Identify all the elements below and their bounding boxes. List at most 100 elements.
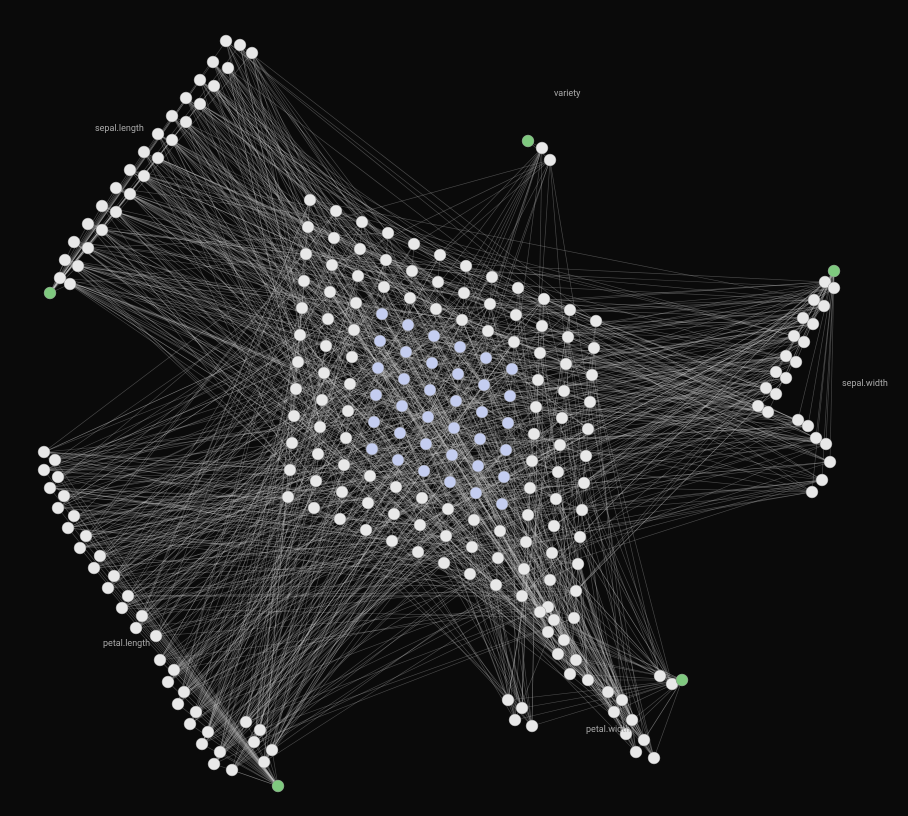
som-node[interactable] — [338, 459, 350, 471]
som-node[interactable] — [364, 470, 376, 482]
sepal_length-value-node[interactable] — [166, 134, 178, 146]
som-node[interactable] — [548, 520, 560, 532]
som-node[interactable] — [570, 585, 582, 597]
som-node[interactable] — [558, 385, 570, 397]
petal_width-value-node[interactable] — [516, 702, 528, 714]
petal_width-value-node[interactable] — [564, 668, 576, 680]
petal_length-value-node[interactable] — [202, 726, 214, 738]
som-node[interactable] — [574, 531, 586, 543]
sepal_width-value-node[interactable] — [818, 300, 830, 312]
sepal_length-value-node[interactable] — [246, 47, 258, 59]
som-node[interactable] — [322, 313, 334, 325]
som-node[interactable] — [340, 432, 352, 444]
som-node[interactable] — [342, 405, 354, 417]
petal_length-value-node[interactable] — [266, 744, 278, 756]
som-node[interactable] — [466, 541, 478, 553]
som-node[interactable] — [376, 308, 388, 320]
petal_length-value-node[interactable] — [258, 756, 270, 768]
petal_width-value-node[interactable] — [542, 626, 554, 638]
som-node[interactable] — [564, 304, 576, 316]
som-node[interactable] — [478, 379, 490, 391]
petal_width-value-node[interactable] — [608, 706, 620, 718]
sepal_length-value-node[interactable] — [207, 56, 219, 68]
som-node[interactable] — [284, 464, 296, 476]
petal_length-value-node[interactable] — [162, 676, 174, 688]
sepal_length-value-node[interactable] — [68, 236, 80, 248]
petal_length-value-node[interactable] — [248, 736, 260, 748]
petal_length-value-node[interactable] — [208, 758, 220, 770]
sepal_length-value-node[interactable] — [64, 278, 76, 290]
som-node[interactable] — [442, 503, 454, 515]
som-node[interactable] — [328, 232, 340, 244]
sepal_length-value-node[interactable] — [152, 128, 164, 140]
petal_length-value-node[interactable] — [52, 471, 64, 483]
petal_length-value-node[interactable] — [108, 570, 120, 582]
som-node[interactable] — [470, 487, 482, 499]
sepal_length-value-node[interactable] — [208, 80, 220, 92]
som-node[interactable] — [412, 546, 424, 558]
som-node[interactable] — [298, 275, 310, 287]
petal_length-value-node[interactable] — [116, 602, 128, 614]
som-node[interactable] — [504, 390, 516, 402]
petal_length-value-node[interactable] — [74, 542, 86, 554]
som-node[interactable] — [474, 433, 486, 445]
petal_width-value-node[interactable] — [570, 654, 582, 666]
petal_length-value-node[interactable] — [38, 464, 50, 476]
som-node[interactable] — [444, 476, 456, 488]
sepal_width-value-node[interactable] — [762, 406, 774, 418]
petal_width-value-node[interactable] — [638, 734, 650, 746]
som-node[interactable] — [432, 276, 444, 288]
som-node[interactable] — [510, 309, 522, 321]
som-node[interactable] — [296, 302, 308, 314]
sepal_length-value-node[interactable] — [82, 242, 94, 254]
petal_width-value-node[interactable] — [509, 714, 521, 726]
som-node[interactable] — [308, 502, 320, 514]
som-node[interactable] — [350, 297, 362, 309]
sepal_length-value-node[interactable] — [96, 200, 108, 212]
som-node[interactable] — [414, 519, 426, 531]
sepal_length-value-node[interactable] — [180, 116, 192, 128]
som-node[interactable] — [450, 395, 462, 407]
som-node[interactable] — [314, 421, 326, 433]
som-node[interactable] — [372, 362, 384, 374]
sepal_width-value-node[interactable] — [807, 318, 819, 330]
som-node[interactable] — [458, 287, 470, 299]
som-node[interactable] — [326, 259, 338, 271]
som-node[interactable] — [484, 298, 496, 310]
som-node[interactable] — [300, 248, 312, 260]
som-node[interactable] — [522, 509, 534, 521]
sepal_length-value-node[interactable] — [220, 35, 232, 47]
petal_width-value-node[interactable] — [630, 746, 642, 758]
petal_width-value-node[interactable] — [502, 694, 514, 706]
som-node[interactable] — [422, 411, 434, 423]
som-node[interactable] — [520, 536, 532, 548]
som-node[interactable] — [516, 590, 528, 602]
sepal_length-value-node[interactable] — [124, 188, 136, 200]
som-node[interactable] — [448, 422, 460, 434]
som-node[interactable] — [336, 486, 348, 498]
som-node[interactable] — [476, 406, 488, 418]
som-node[interactable] — [546, 547, 558, 559]
som-node[interactable] — [430, 303, 442, 315]
som-node[interactable] — [310, 475, 322, 487]
sepal_length-value-node[interactable] — [96, 224, 108, 236]
variety-value-node[interactable] — [536, 142, 548, 154]
petal_length-value-node[interactable] — [178, 686, 190, 698]
petal_length-value-node[interactable] — [190, 706, 202, 718]
som-node[interactable] — [390, 481, 402, 493]
som-node[interactable] — [386, 535, 398, 547]
som-node[interactable] — [318, 367, 330, 379]
petal_length-value-node[interactable] — [102, 582, 114, 594]
som-node[interactable] — [334, 513, 346, 525]
sepal_length-value-node[interactable] — [82, 218, 94, 230]
som-node[interactable] — [312, 448, 324, 460]
petal_length-value-node[interactable] — [38, 446, 50, 458]
som-node[interactable] — [562, 331, 574, 343]
som-node[interactable] — [544, 574, 556, 586]
som-node[interactable] — [398, 373, 410, 385]
petal_length-value-node[interactable] — [136, 610, 148, 622]
som-node[interactable] — [302, 221, 314, 233]
sepal_width-value-node[interactable] — [816, 474, 828, 486]
sepal_width-value-node[interactable] — [770, 388, 782, 400]
sepal_width-value-node[interactable] — [828, 282, 840, 294]
